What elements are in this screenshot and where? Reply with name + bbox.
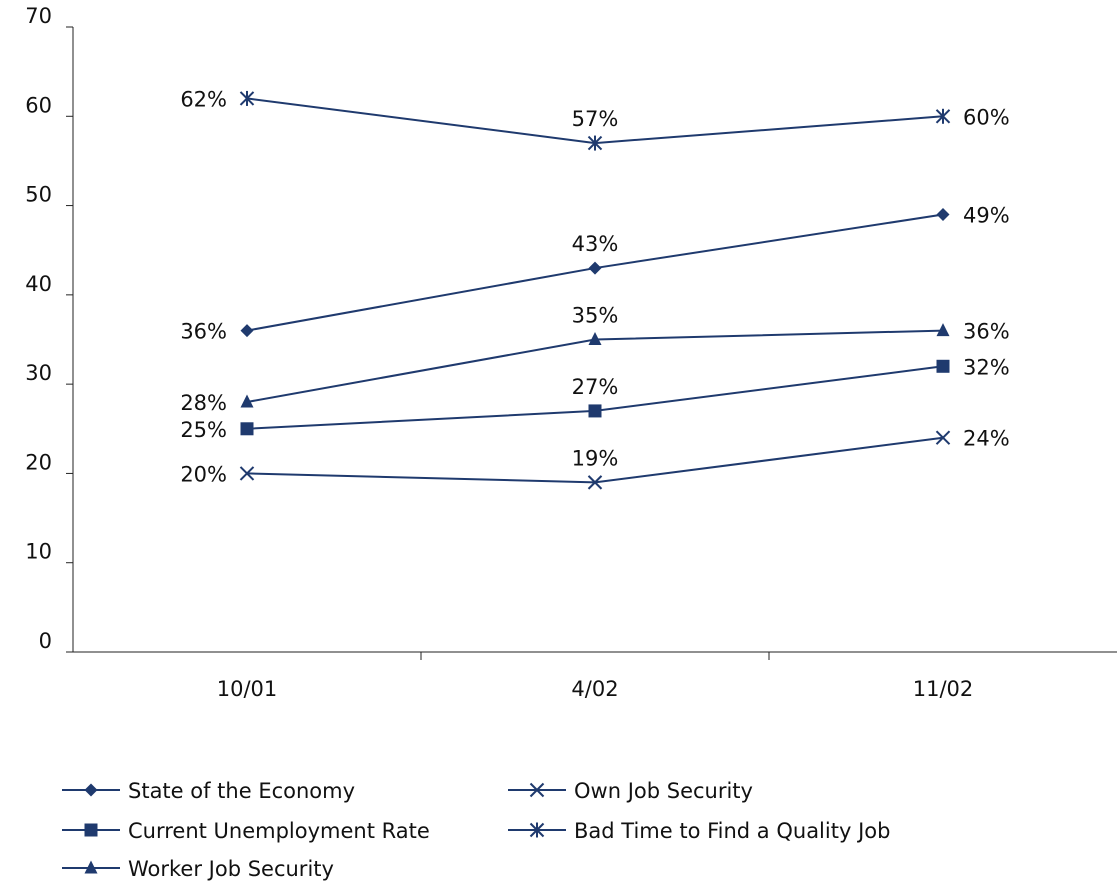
chart-legend: State of the Economy Current Unemployment… xyxy=(62,779,890,881)
legend-label: Current Unemployment Rate xyxy=(128,819,430,843)
y-tick-label: 60 xyxy=(25,93,52,117)
chart-axes: 0 10 20 30 40 50 60 70 10/01 4/02 11/02 xyxy=(25,4,1117,701)
legend-label: Own Job Security xyxy=(574,779,753,803)
legend-label: State of the Economy xyxy=(128,779,355,803)
y-tick-label: 10 xyxy=(25,540,52,564)
legend-item-current-unemployment-rate: Current Unemployment Rate xyxy=(62,819,430,843)
data-point-diamond-marker xyxy=(588,261,602,275)
data-label: 25% xyxy=(180,418,227,442)
legend-item-bad-time-to-find-a-quality-job: Bad Time to Find a Quality Job xyxy=(508,819,890,843)
data-label: 27% xyxy=(572,375,619,399)
data-label: 60% xyxy=(963,105,1010,129)
data-label: 43% xyxy=(572,232,619,256)
x-tick-label: 4/02 xyxy=(571,677,618,701)
data-label: 36% xyxy=(963,320,1010,344)
chart-data-labels: 36% 43% 49% 25% 27% 32% 28% 35% 36% 20% 19% 24% 62% 5… xyxy=(180,87,1009,486)
legend-item-own-job-security: Own Job Security xyxy=(508,779,753,803)
data-point-square-marker xyxy=(588,404,602,418)
data-label: 36% xyxy=(180,320,227,344)
legend-square-icon xyxy=(84,823,98,837)
y-tick-label: 20 xyxy=(25,450,52,474)
legend-item-worker-job-security: Worker Job Security xyxy=(62,857,334,881)
legend-item-state-of-the-economy: State of the Economy xyxy=(62,779,355,803)
data-label: 19% xyxy=(572,446,619,470)
legend-diamond-icon xyxy=(84,783,98,797)
data-point-asterisk-marker xyxy=(587,135,603,151)
data-label: 35% xyxy=(572,304,619,328)
chart-series xyxy=(239,90,951,490)
data-point-square-marker xyxy=(936,359,950,373)
y-tick-label: 70 xyxy=(25,4,52,28)
data-point-triangle-marker xyxy=(936,323,950,337)
x-tick-label: 10/01 xyxy=(217,677,278,701)
data-label: 20% xyxy=(180,462,227,486)
data-point-x-marker xyxy=(239,466,255,481)
y-tick-label: 40 xyxy=(25,272,52,296)
legend-x-icon xyxy=(529,782,545,798)
legend-triangle-icon xyxy=(84,860,98,874)
y-tick-label: 30 xyxy=(25,361,52,385)
data-label: 57% xyxy=(572,107,619,131)
legend-label: Bad Time to Find a Quality Job xyxy=(574,819,890,843)
data-point-asterisk-marker xyxy=(239,90,255,106)
series-own-job-security xyxy=(239,430,951,490)
data-point-diamond-marker xyxy=(240,324,254,338)
data-point-x-marker xyxy=(587,475,603,490)
data-label: 49% xyxy=(963,204,1010,228)
data-point-x-marker xyxy=(935,430,951,445)
data-point-asterisk-marker xyxy=(935,108,951,124)
data-label: 62% xyxy=(180,87,227,111)
data-point-triangle-marker xyxy=(240,394,254,408)
data-label: 24% xyxy=(963,427,1010,451)
data-point-square-marker xyxy=(240,422,254,436)
series-bad-time-to-find-a-quality-job xyxy=(239,90,951,151)
series-current-unemployment-rate xyxy=(240,359,950,436)
x-tick-label: 11/02 xyxy=(913,677,974,701)
data-point-diamond-marker xyxy=(936,208,950,221)
series-worker-job-security xyxy=(240,323,950,408)
y-tick-label: 50 xyxy=(25,183,52,207)
legend-asterisk-icon xyxy=(529,822,545,838)
data-point-triangle-marker xyxy=(588,332,602,345)
legend-label: Worker Job Security xyxy=(128,857,334,881)
y-tick-label: 0 xyxy=(39,629,52,653)
series-state-of-the-economy xyxy=(240,208,950,338)
data-label: 32% xyxy=(963,355,1010,379)
data-label: 28% xyxy=(180,391,227,415)
